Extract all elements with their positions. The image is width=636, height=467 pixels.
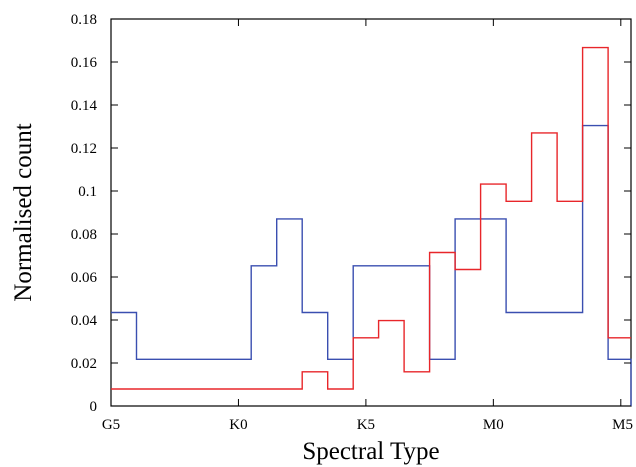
- y-tick-label: 0.02: [71, 356, 97, 372]
- y-tick-label: 0: [90, 399, 98, 415]
- x-tick-label: G5: [102, 417, 120, 433]
- y-tick-label: 0.12: [71, 141, 97, 157]
- x-tick-label: K5: [357, 417, 375, 433]
- plot-area: 0 0.02 0.04 0.06 0.08 0.1 0.12 0.14 0.16 0.18 G5 K…: [71, 12, 633, 433]
- x-tick-label: K0: [229, 417, 247, 433]
- x-tick-label: M0: [483, 417, 504, 433]
- y-tick-label: 0.04: [71, 313, 98, 329]
- y-tick-label: 0.06: [71, 270, 98, 286]
- y-tick-label: 0.16: [71, 55, 98, 71]
- series-1-step-line: [111, 124, 632, 406]
- y-axis-ticks: 0 0.02 0.04 0.06 0.08 0.1 0.12 0.14 0.16 0.18: [71, 12, 631, 415]
- plot-frame: [110, 18, 632, 407]
- x-axis-title: Spectral Type: [302, 438, 439, 465]
- y-tick-label: 0.14: [71, 98, 98, 114]
- y-tick-label: 0.18: [71, 12, 97, 28]
- y-axis-title: Normalised count: [10, 123, 37, 301]
- series-layer: [111, 46, 632, 406]
- series-2-step-line: [111, 46, 631, 390]
- y-tick-label: 0.08: [71, 227, 97, 243]
- y-tick-label: 0.1: [78, 184, 97, 200]
- x-tick-label: M5: [612, 417, 633, 433]
- x-axis-ticks: G5 K0 K5 M0 M5: [102, 19, 633, 433]
